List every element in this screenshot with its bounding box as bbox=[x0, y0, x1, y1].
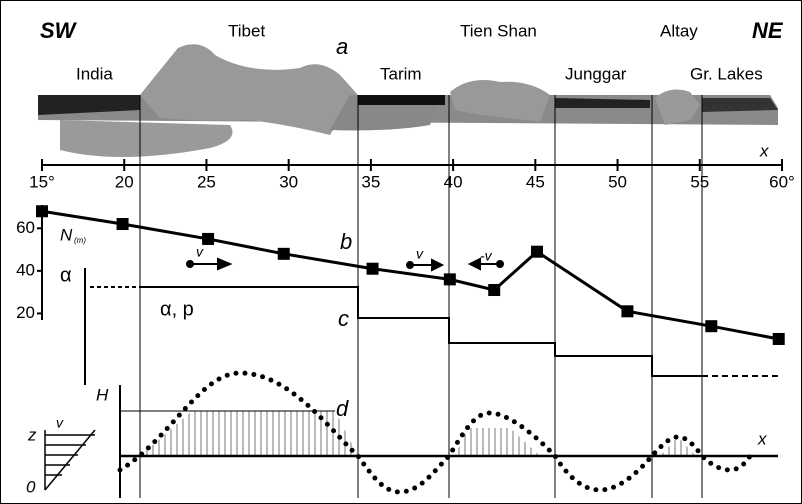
axis-label: (m) bbox=[74, 236, 86, 245]
x-tick-label: 35 bbox=[361, 172, 380, 191]
data-point bbox=[530, 245, 543, 258]
axis-label: N bbox=[60, 225, 73, 244]
region-label: India bbox=[76, 64, 113, 83]
data-point bbox=[366, 262, 379, 275]
velocity-label: -v bbox=[480, 248, 493, 264]
panel-label: d bbox=[336, 396, 349, 421]
sw-label: SW bbox=[40, 18, 78, 43]
axis-label: v bbox=[56, 415, 64, 431]
region-label: Tien Shan bbox=[460, 21, 537, 40]
boundaries bbox=[139, 95, 703, 498]
data-point bbox=[116, 218, 129, 231]
region-label: Altay bbox=[660, 21, 698, 40]
data-point bbox=[488, 284, 501, 297]
x-tick-label: 30 bbox=[279, 172, 298, 191]
data-point bbox=[621, 305, 634, 318]
x-tick-label: 25 bbox=[197, 172, 216, 191]
axis-label: z bbox=[27, 425, 37, 444]
panel-label: c bbox=[338, 306, 349, 331]
data-point bbox=[705, 320, 718, 333]
y-tick-label: 20 bbox=[16, 303, 35, 322]
data-point bbox=[202, 232, 215, 245]
velocity-profile bbox=[44, 429, 96, 491]
profile bbox=[117, 370, 778, 495]
data-point bbox=[443, 273, 456, 286]
data-point bbox=[36, 205, 48, 218]
velocity-arrows bbox=[186, 257, 504, 272]
x-tick-label: 55 bbox=[690, 172, 709, 191]
velocity-label: v bbox=[196, 244, 204, 260]
cross-section bbox=[38, 44, 778, 158]
x-tick-label: 40 bbox=[444, 172, 463, 191]
region-label: Gr. Lakes bbox=[690, 64, 763, 83]
velocity-label: v bbox=[416, 246, 424, 262]
x-tick-label: 50 bbox=[608, 172, 627, 191]
axis-label: x bbox=[759, 141, 769, 160]
panel-label: b bbox=[340, 229, 352, 254]
axis-label: 0 bbox=[26, 477, 36, 496]
ne-label: NE bbox=[752, 18, 784, 43]
region-label: Tarim bbox=[380, 64, 422, 83]
axis-label: α bbox=[60, 264, 72, 286]
axis-label: H bbox=[96, 385, 109, 404]
axis-label: x bbox=[757, 429, 767, 448]
region-label: Junggar bbox=[565, 64, 627, 83]
data-point bbox=[277, 247, 290, 260]
x-tick-label: 20 bbox=[115, 172, 134, 191]
step-line bbox=[90, 286, 778, 377]
region-label: Tibet bbox=[228, 21, 265, 40]
data-point bbox=[772, 332, 785, 345]
x-tick-label: 60° bbox=[769, 172, 795, 191]
y-tick-label: 60 bbox=[16, 218, 35, 237]
y-tick-label: 40 bbox=[16, 260, 35, 279]
axis-label: α, p bbox=[160, 298, 194, 320]
x-tick-label: 15° bbox=[29, 172, 55, 191]
x-tick-label: 45 bbox=[526, 172, 545, 191]
panel-label: a bbox=[336, 34, 348, 59]
